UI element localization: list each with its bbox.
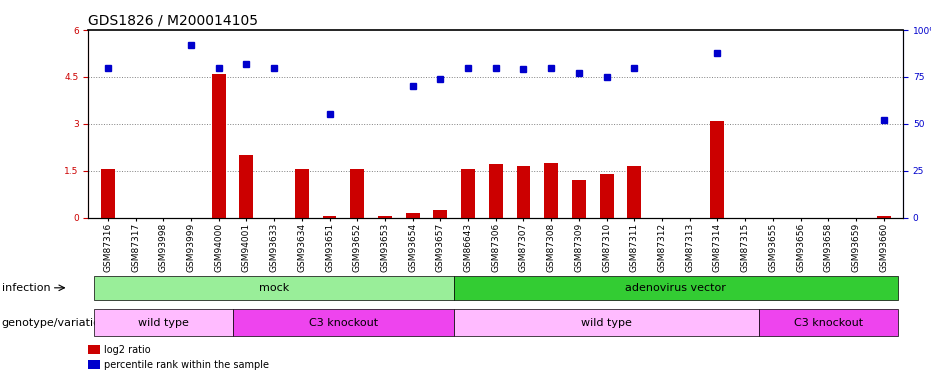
Text: mock: mock <box>259 283 290 293</box>
Bar <box>627 166 641 218</box>
Bar <box>378 216 392 217</box>
Bar <box>600 174 614 217</box>
Text: genotype/variation: genotype/variation <box>2 318 108 327</box>
Text: wild type: wild type <box>138 318 189 327</box>
Bar <box>517 166 531 218</box>
Bar <box>572 180 586 218</box>
Bar <box>406 213 420 217</box>
Bar <box>322 216 336 217</box>
Text: wild type: wild type <box>581 318 632 327</box>
Text: log2 ratio: log2 ratio <box>104 345 151 355</box>
Text: C3 knockout: C3 knockout <box>309 318 378 327</box>
Text: C3 knockout: C3 knockout <box>794 318 863 327</box>
Bar <box>877 216 891 217</box>
Bar <box>295 169 309 217</box>
Bar <box>239 155 253 218</box>
Text: percentile rank within the sample: percentile rank within the sample <box>104 360 269 370</box>
Text: infection: infection <box>2 283 50 293</box>
Bar <box>489 164 503 218</box>
Bar <box>101 169 115 217</box>
Text: adenovirus vector: adenovirus vector <box>626 283 726 293</box>
Bar <box>710 121 724 218</box>
Bar <box>350 169 364 217</box>
Text: GDS1826 / M200014105: GDS1826 / M200014105 <box>88 13 259 27</box>
Bar <box>434 210 447 218</box>
Bar <box>461 169 475 217</box>
Bar <box>211 74 225 217</box>
Bar <box>545 163 558 218</box>
